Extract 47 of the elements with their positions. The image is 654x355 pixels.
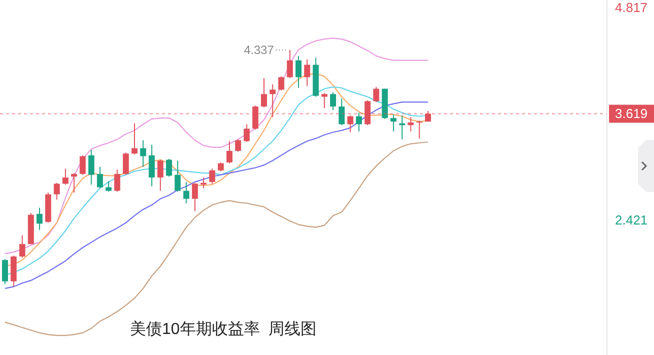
- candlestick: [192, 182, 198, 212]
- candlestick: [2, 258, 8, 284]
- y-tick-label: 4.817: [615, 0, 648, 15]
- candlestick: [296, 55, 302, 88]
- candlestick: [408, 116, 414, 132]
- candlestick: [148, 144, 155, 187]
- candlestick: [330, 92, 336, 111]
- candlestick: [62, 168, 68, 186]
- line-series: [4, 141, 429, 336]
- candlestick: [209, 168, 216, 184]
- candlestick: [260, 78, 267, 108]
- candlestick: [252, 105, 258, 130]
- candlestick: [235, 138, 242, 152]
- candlestick: [364, 100, 371, 126]
- candlestick: [338, 98, 345, 126]
- candlestick: [174, 160, 181, 192]
- candlestick: [356, 112, 362, 132]
- candlestick: [36, 207, 43, 230]
- candlestick: [96, 166, 103, 189]
- candlestick: [373, 86, 380, 103]
- candlestick: [54, 182, 60, 200]
- candlestick: [106, 180, 112, 192]
- candlestick: [390, 114, 396, 132]
- candlestick: [278, 76, 284, 92]
- candlestick: [88, 149, 94, 186]
- candlestick: [71, 172, 78, 194]
- candlestick: [122, 152, 129, 176]
- candlestick: [270, 84, 276, 118]
- y-tick-label: 2.421: [615, 212, 648, 228]
- annotation: 4.337: [244, 42, 274, 57]
- candlestick: [416, 120, 422, 139]
- candlestick: [226, 140, 232, 164]
- candlestick: [80, 154, 86, 176]
- candlestick: [114, 169, 120, 192]
- candlestick: [304, 58, 310, 87]
- candlestick: [286, 49, 293, 79]
- candlestick: [244, 124, 250, 142]
- ref-line-label: 3.619: [615, 106, 648, 122]
- candlestick: [347, 114, 354, 133]
- candlestick: [321, 92, 328, 109]
- candlestick: [140, 140, 146, 168]
- candlestick: [166, 158, 172, 178]
- candlestick: [183, 181, 190, 204]
- candlestick: [131, 122, 138, 155]
- candlestick: [19, 234, 26, 258]
- candlestick: [157, 159, 164, 192]
- text: 美债10年期收益率 周线图: [130, 320, 317, 338]
